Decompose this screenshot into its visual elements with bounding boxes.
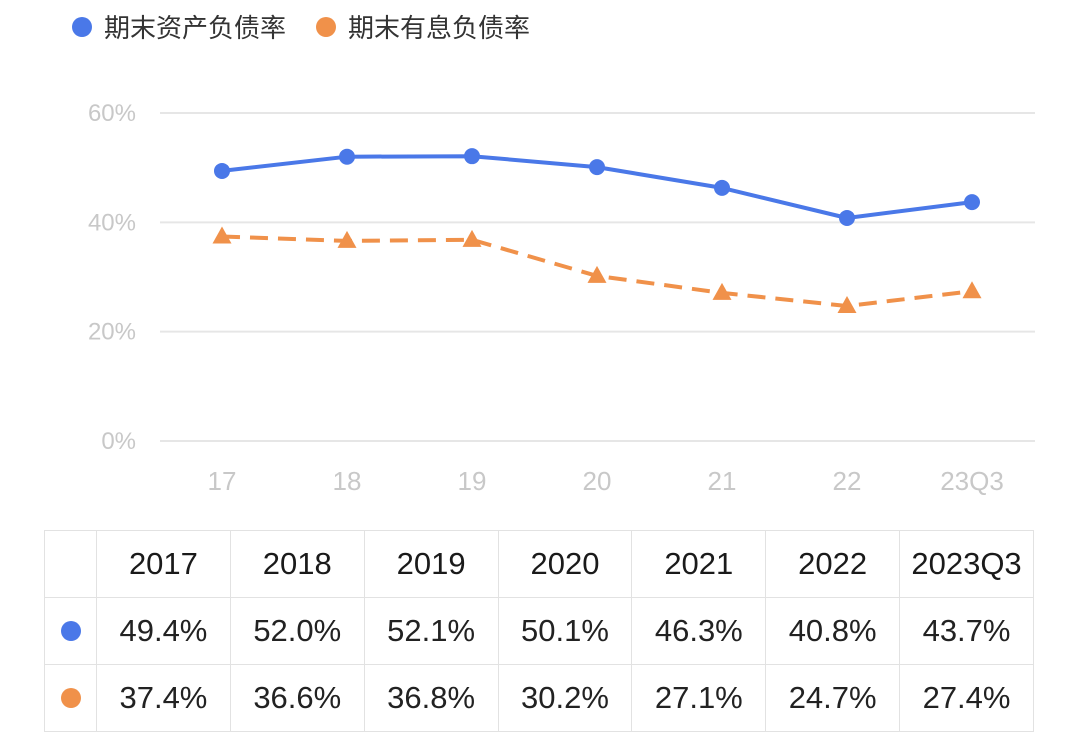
x-tick-label: 20 — [583, 466, 612, 496]
legend-marker-orange — [316, 16, 337, 37]
row-dot-blue — [60, 621, 81, 641]
legend-label: 期末有息负债率 — [348, 14, 531, 44]
x-tick-label: 17 — [208, 466, 237, 496]
x-axis-ticks: 17 18 19 20 21 22 23Q3 — [208, 466, 1004, 496]
data-point — [339, 148, 355, 165]
data-point — [839, 209, 855, 226]
data-point — [214, 162, 230, 179]
series-group — [212, 148, 982, 313]
data-table: 2017 2018 2019 2020 2021 2022 2023Q3 49.… — [44, 530, 1034, 732]
table-header: 2020 — [497, 530, 633, 598]
table-cell: 43.7% — [899, 597, 1034, 665]
table-cell: 36.8% — [363, 664, 499, 732]
x-tick-label: 22 — [833, 466, 862, 496]
table-cell: 37.4% — [96, 664, 231, 732]
table-header: 2021 — [631, 530, 767, 598]
table-cell: 24.7% — [765, 664, 901, 732]
y-axis-ticks: 0% 20% 40% 60% — [88, 100, 136, 455]
legend-label: 期末资产负债率 — [104, 14, 287, 44]
legend-marker-blue — [72, 16, 92, 37]
x-tick-label: 19 — [458, 466, 487, 496]
legend-item-interest-bearing[interactable]: 期末有息负债率 — [316, 8, 530, 45]
table-header: 2022 — [765, 530, 901, 598]
row-dot-orange — [60, 688, 81, 708]
row-marker — [44, 597, 97, 665]
data-point — [464, 148, 480, 165]
table-header-row: 2017 2018 2019 2020 2021 2022 2023Q3 — [44, 530, 1034, 598]
table-header: 2023Q3 — [899, 530, 1034, 598]
table-cell: 27.1% — [631, 664, 767, 732]
grid-lines — [160, 112, 1035, 442]
x-tick-label: 21 — [708, 466, 737, 496]
x-tick-label: 18 — [333, 466, 362, 496]
table-header: 2018 — [229, 530, 365, 598]
table-cell: 52.0% — [229, 597, 365, 665]
table-cell: 27.4% — [899, 664, 1034, 732]
data-point — [962, 281, 982, 299]
row-marker — [44, 664, 97, 732]
data-point — [212, 226, 232, 244]
line-chart: 0% 20% 40% 60% 17 18 19 20 21 22 23Q3 — [88, 100, 1035, 496]
y-tick-label: 60% — [88, 100, 136, 127]
legend-item-asset-liability[interactable]: 期末资产负债率 — [72, 8, 286, 45]
data-point — [712, 282, 732, 300]
data-point — [587, 265, 607, 283]
table-cell: 46.3% — [631, 597, 767, 665]
table-cell: 36.6% — [229, 664, 365, 732]
y-tick-label: 0% — [101, 428, 136, 455]
table-cell: 40.8% — [765, 597, 901, 665]
table-header: 2017 — [96, 530, 231, 598]
legend: 期末资产负债率 期末有息负债率 — [72, 8, 530, 45]
data-point — [837, 295, 857, 313]
table-cell: 50.1% — [497, 597, 633, 665]
table-cell: 52.1% — [363, 597, 499, 665]
data-point — [589, 159, 605, 176]
data-point — [337, 230, 357, 248]
table-cell: 30.2% — [497, 664, 633, 732]
table-row: 49.4% 52.0% 52.1% 50.1% 46.3% 40.8% 43.7… — [44, 597, 1034, 665]
data-point — [714, 179, 730, 196]
y-tick-label: 20% — [88, 319, 136, 346]
data-point — [462, 229, 482, 247]
data-point — [964, 194, 980, 211]
table-cell: 49.4% — [96, 597, 231, 665]
table-corner — [44, 530, 97, 598]
y-tick-label: 40% — [88, 209, 136, 236]
x-tick-label: 23Q3 — [940, 466, 1004, 496]
table-header: 2019 — [363, 530, 499, 598]
table-row: 37.4% 36.6% 36.8% 30.2% 27.1% 24.7% 27.4… — [44, 664, 1034, 732]
